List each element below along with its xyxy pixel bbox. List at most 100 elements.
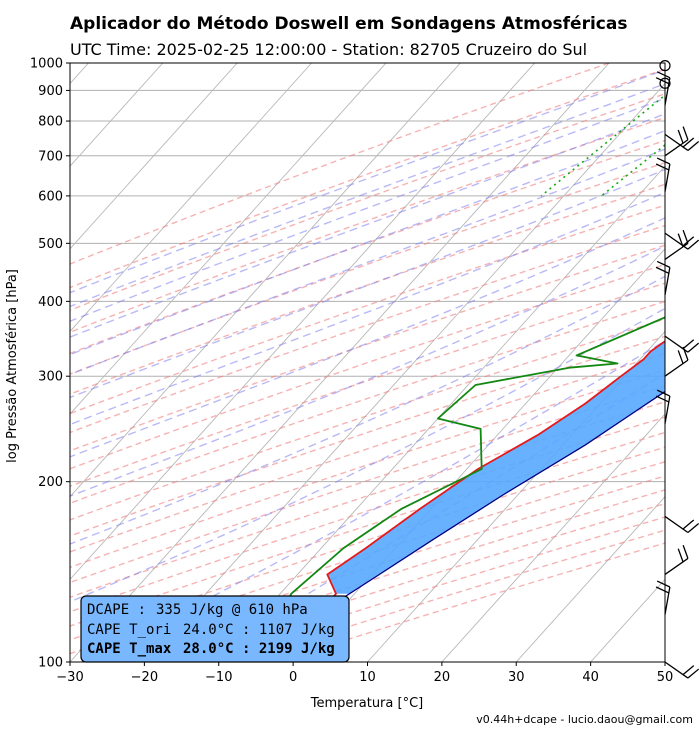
- moist-adiabat: [70, 69, 665, 294]
- wind-barb: [655, 157, 671, 192]
- y-tick-label: 800: [38, 115, 63, 130]
- moist-adiabat: [70, 97, 665, 322]
- skewt-background-lines: [70, 63, 665, 662]
- isotherm-line: [70, 63, 387, 415]
- dry-adiabat: [199, 516, 665, 662]
- cape-area: [327, 341, 665, 594]
- info-box: DCAPE : 335 J/kg @ 610 hPa CAPE T_ori 24…: [80, 595, 350, 663]
- y-tick-label: 400: [38, 295, 63, 310]
- x-axis-label: Temperatura [°C]: [310, 696, 423, 711]
- moist-adiabat: [70, 129, 665, 356]
- wind-barb: [655, 580, 671, 615]
- barb-feather: [682, 137, 695, 148]
- barb-staff: [664, 163, 671, 192]
- chart-subtitle: UTC Time: 2025-02-25 12:00:00 - Station:…: [70, 40, 587, 59]
- barb-feather: [677, 129, 684, 144]
- barb-staff: [664, 515, 689, 534]
- barb-staff: [664, 139, 689, 157]
- moist-adiabat: [193, 372, 665, 662]
- y-tick-label: 100: [38, 656, 63, 671]
- wind-barb: [664, 126, 689, 157]
- barb-feather: [655, 77, 670, 85]
- wind-barbs: [655, 60, 700, 679]
- y-axis: 1000 900 800 700 600 500 400 300 200 100: [30, 57, 70, 671]
- y-tick-label: 700: [38, 149, 63, 164]
- barb-feather: [656, 71, 671, 79]
- dry-adiabat: [70, 63, 610, 265]
- x-tick-label: 30: [508, 670, 525, 685]
- cape-ori-value: 24.0°C : 1107 J/kg: [183, 622, 335, 638]
- moist-adiabat: [70, 275, 665, 545]
- wind-barb: [655, 71, 671, 106]
- barb-feather: [655, 163, 670, 171]
- dry-adiabat: [70, 244, 665, 452]
- moist-adiabat: [81, 340, 665, 662]
- barb-feather: [682, 339, 695, 350]
- barb-feather: [687, 668, 700, 679]
- x-tick-label: 40: [582, 670, 599, 685]
- barb-feather: [682, 665, 695, 676]
- x-tick-label: 0: [289, 670, 297, 685]
- x-tick-label: 50: [657, 670, 674, 685]
- wind-barb: [664, 515, 700, 534]
- x-tick-label: −10: [205, 670, 232, 685]
- wind-barb: [664, 661, 700, 679]
- isotherm-line: [70, 63, 461, 498]
- barb-feather: [687, 239, 700, 250]
- x-tick-label: 10: [359, 670, 376, 685]
- x-tick-label: −30: [56, 670, 83, 685]
- isotherm-line: [367, 330, 665, 662]
- dry-adiabat: [70, 68, 665, 289]
- calm-wind-circle: [659, 60, 671, 72]
- cape-max-label: CAPE T_max: [87, 641, 172, 657]
- dry-adiabat: [70, 318, 665, 521]
- dry-adiabat: [161, 502, 665, 662]
- wind-barb: [664, 346, 689, 377]
- wind-barb: [664, 229, 689, 260]
- isotherm-line: [70, 63, 238, 250]
- mixing-ratio-line: [600, 143, 665, 197]
- dry-adiabat: [70, 300, 665, 504]
- x-tick-label: −20: [131, 670, 158, 685]
- dry-adiabat: [70, 263, 665, 470]
- barb-staff: [664, 77, 671, 106]
- x-axis: −30 −20 −10 0 10 20 30 40 50: [56, 662, 673, 685]
- wind-barb: [664, 335, 700, 353]
- barb-staff: [664, 359, 689, 377]
- barb-feather: [682, 519, 695, 530]
- dry-adiabat: [70, 139, 665, 355]
- wind-barb: [664, 545, 689, 576]
- barb-staff: [664, 267, 671, 296]
- cape-fill: [327, 341, 665, 594]
- y-tick-label: 200: [38, 475, 63, 490]
- footer-credit: v0.44h+dcape - lucio.daou@gmail.com: [476, 713, 693, 726]
- y-tick-label: 500: [38, 237, 63, 252]
- barb-feather: [682, 236, 695, 247]
- isotherm-line: [218, 165, 665, 662]
- y-tick-label: 1000: [30, 57, 63, 72]
- barb-feather: [655, 586, 670, 594]
- info-box-background: [80, 595, 350, 663]
- barb-staff: [664, 133, 689, 151]
- dry-adiabat: [70, 416, 665, 613]
- temperature-line: [281, 340, 665, 662]
- barb-feather: [655, 266, 670, 274]
- isotherm-line: [441, 413, 665, 662]
- barb-feather: [677, 548, 684, 563]
- barb-feather: [687, 342, 700, 353]
- wind-barb: [655, 389, 671, 424]
- calm-wind-circle: [659, 77, 671, 89]
- cape-max-value: 28.0°C : 2199 J/kg: [183, 641, 335, 657]
- barb-feather: [656, 157, 671, 165]
- barb-feather: [682, 126, 689, 140]
- profile-lines: [244, 316, 665, 662]
- wind-barb: [664, 232, 700, 250]
- y-tick-label: 300: [38, 370, 63, 385]
- dcape-label: DCAPE :: [87, 602, 146, 618]
- dry-adiabat: [70, 352, 665, 553]
- barb-staff: [664, 242, 689, 260]
- barb-feather: [677, 233, 684, 248]
- moist-adiabat: [70, 307, 665, 603]
- chart-title: Aplicador do Método Doswell em Sondagens…: [70, 14, 627, 34]
